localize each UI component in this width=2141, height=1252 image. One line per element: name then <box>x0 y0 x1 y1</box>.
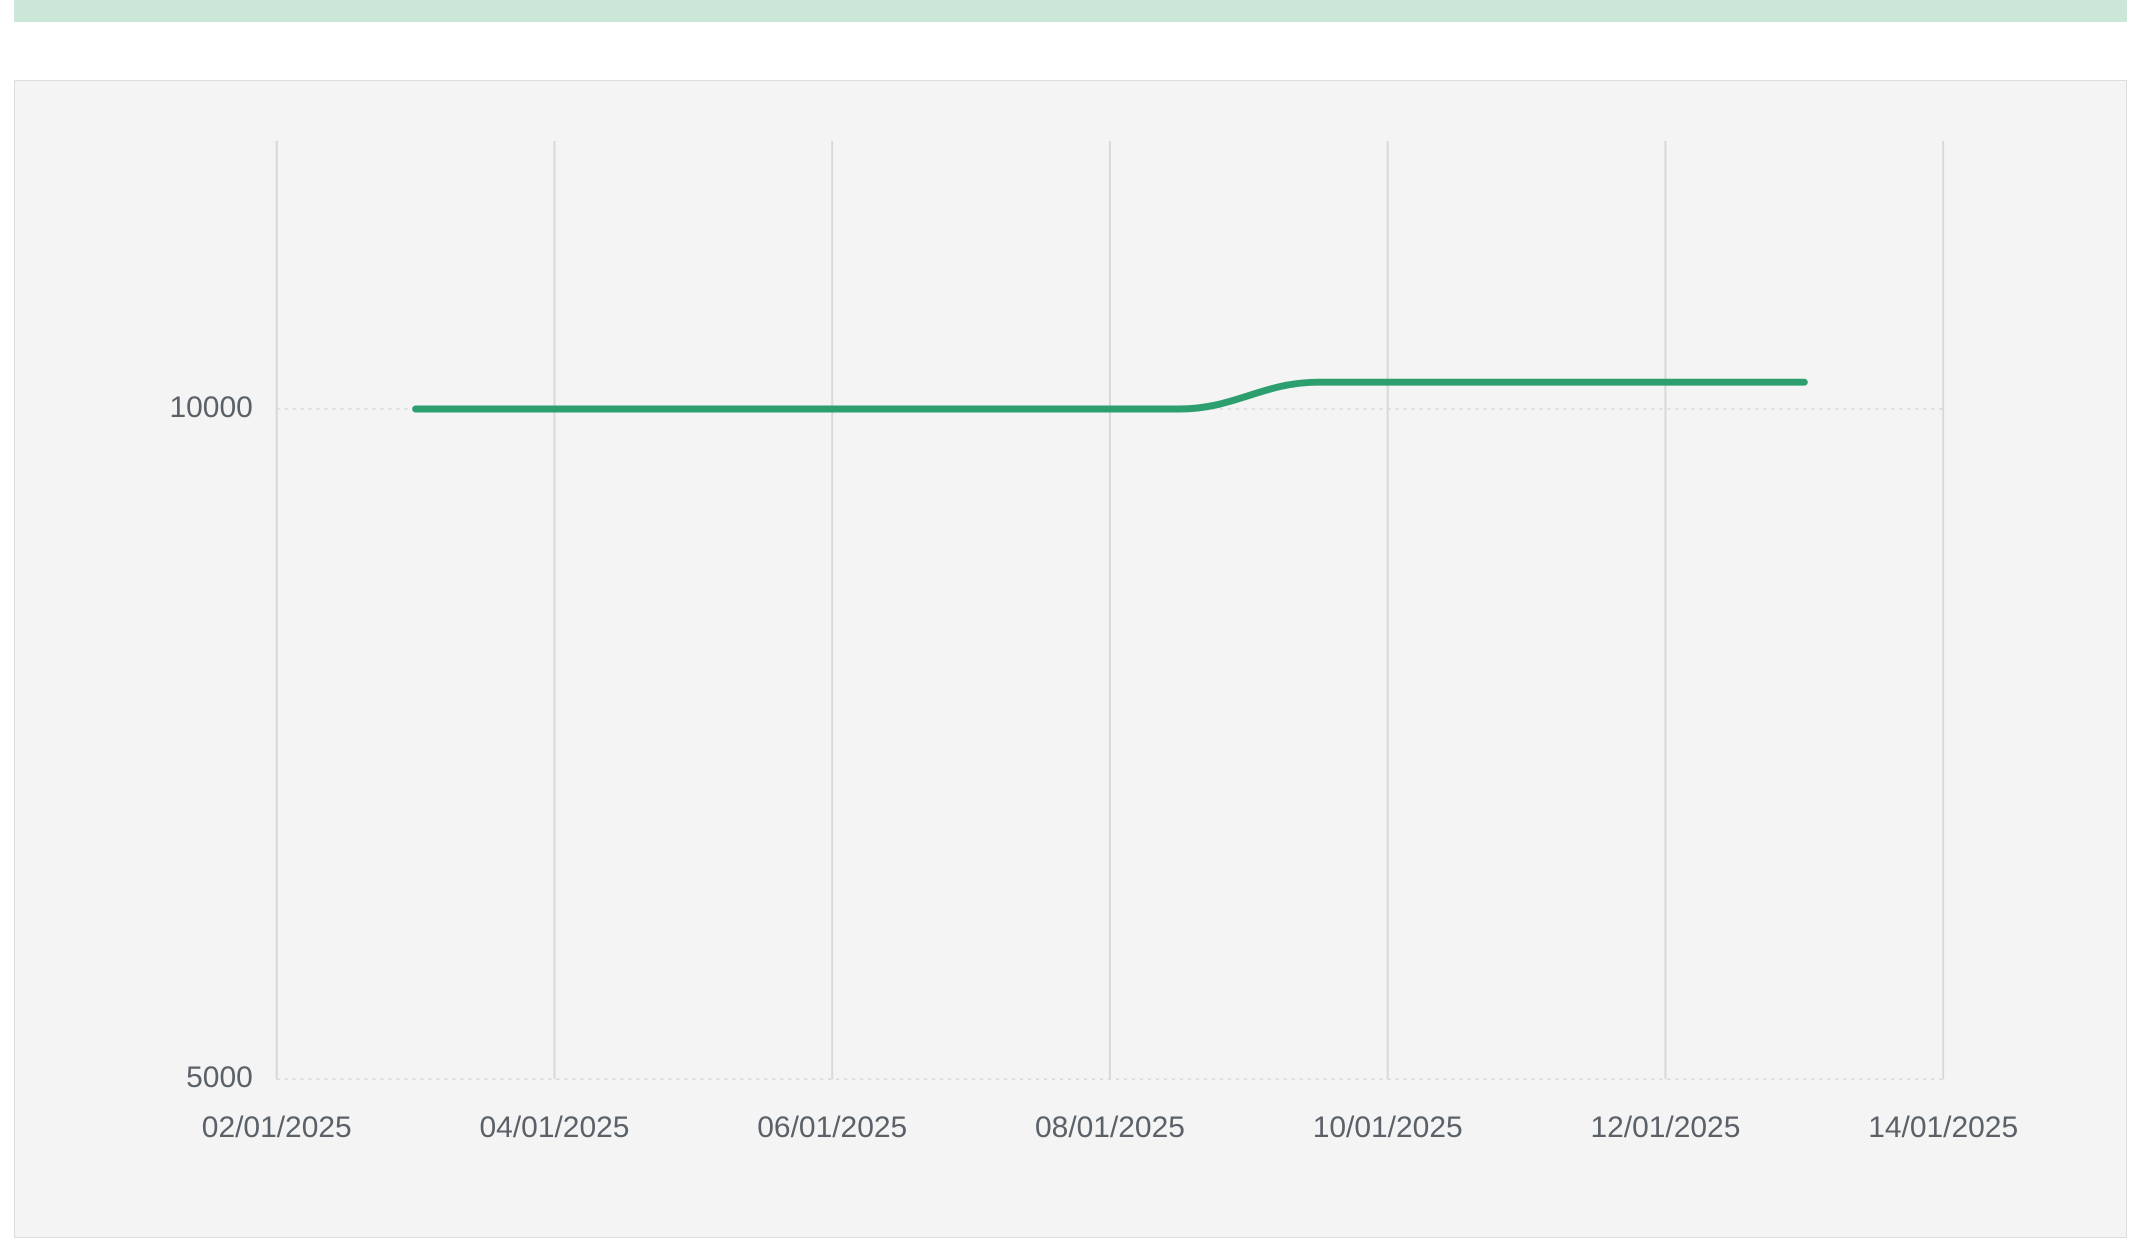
y-tick-label: 10000 <box>169 391 252 424</box>
y-tick-label: 5000 <box>186 1061 253 1094</box>
x-tick-label: 04/01/2025 <box>480 1111 630 1144</box>
line-chart: 5000 10000 02/01/2025 04/01/2025 06/01/2025 0… <box>15 81 2126 1237</box>
x-tick-label: 06/01/2025 <box>757 1111 907 1144</box>
top-accent-band <box>14 0 2127 22</box>
page: 5000 10000 02/01/2025 04/01/2025 06/01/2025 0… <box>0 0 2141 1252</box>
x-tick-label: 02/01/2025 <box>202 1111 352 1144</box>
chart-panel: 5000 10000 02/01/2025 04/01/2025 06/01/2025 0… <box>14 80 2127 1238</box>
x-tick-label: 10/01/2025 <box>1313 1111 1463 1144</box>
x-tick-label: 08/01/2025 <box>1035 1111 1185 1144</box>
x-tick-label: 14/01/2025 <box>1868 1111 2018 1144</box>
x-tick-label: 12/01/2025 <box>1590 1111 1740 1144</box>
